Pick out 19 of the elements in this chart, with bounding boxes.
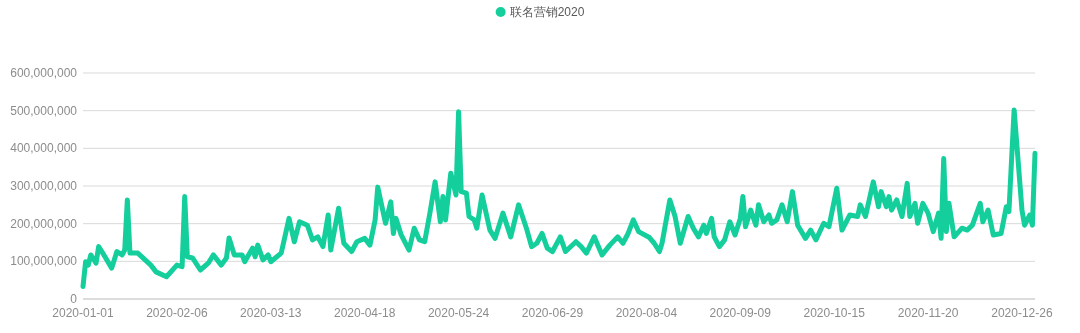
x-tick-label: 2020-12-26 <box>991 306 1053 320</box>
x-tick-label: 2020-04-18 <box>333 306 396 320</box>
x-tick-label: 2020-10-15 <box>803 306 866 320</box>
y-tick-label: 300,000,000 <box>10 179 78 193</box>
y-tick-label: 200,000,000 <box>10 216 78 231</box>
x-tick-label: 2020-05-24 <box>427 306 490 320</box>
x-tick-label: 2020-11-20 <box>897 306 959 320</box>
x-tick-label: 2020-02-06 <box>146 306 208 320</box>
legend-label: 联名营销2020 <box>509 5 585 19</box>
x-tick-label: 2020-09-09 <box>709 306 772 320</box>
y-tick-label: 500,000,000 <box>10 103 78 118</box>
y-tick-label: 0 <box>70 292 78 306</box>
x-tick-label: 2020-06-29 <box>521 306 584 320</box>
y-tick-label: 600,000,000 <box>10 66 78 80</box>
x-tick-label: 2020-03-13 <box>240 306 302 320</box>
x-tick-label: 2020-01-01 <box>52 306 115 320</box>
y-tick-label: 100,000,000 <box>10 254 78 269</box>
y-tick-label: 400,000,000 <box>10 141 78 156</box>
x-tick-label: 2020-08-04 <box>615 306 678 320</box>
